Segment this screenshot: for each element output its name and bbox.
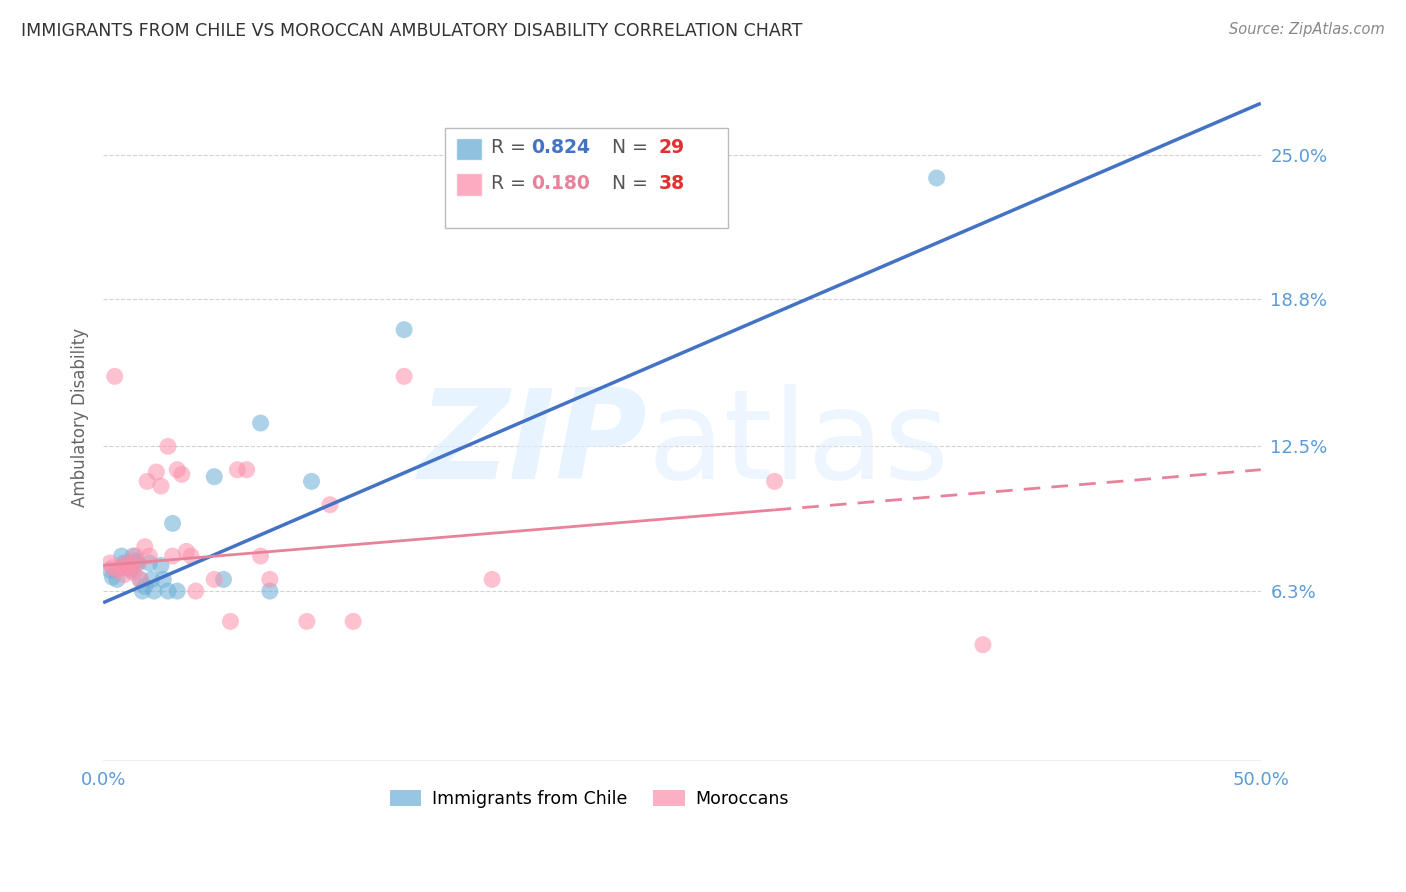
Point — [763, 475, 786, 489]
Point — [101, 560, 124, 574]
FancyBboxPatch shape — [456, 173, 482, 195]
Point — [105, 563, 128, 577]
Point — [101, 570, 124, 584]
Point — [115, 556, 138, 570]
Point — [112, 567, 135, 582]
Point — [202, 469, 225, 483]
Point — [124, 549, 146, 563]
Point — [105, 573, 128, 587]
Point — [104, 369, 127, 384]
Point — [392, 323, 415, 337]
Legend: Immigrants from Chile, Moroccans: Immigrants from Chile, Moroccans — [384, 783, 796, 814]
Point — [136, 475, 159, 489]
Point — [156, 584, 179, 599]
Point — [972, 638, 994, 652]
Point — [120, 563, 142, 577]
Point — [481, 573, 503, 587]
Point — [259, 573, 281, 587]
Point — [259, 584, 281, 599]
Text: R =: R = — [491, 174, 531, 193]
Text: R =: R = — [491, 138, 531, 157]
Point — [166, 463, 188, 477]
Point — [295, 615, 318, 629]
Point — [166, 584, 188, 599]
Text: Source: ZipAtlas.com: Source: ZipAtlas.com — [1229, 22, 1385, 37]
Point — [141, 573, 163, 587]
Point — [219, 615, 242, 629]
Point — [117, 558, 139, 573]
Point — [134, 540, 156, 554]
Text: atlas: atlas — [647, 384, 949, 505]
Point — [120, 560, 142, 574]
Point — [122, 566, 145, 580]
Point — [138, 556, 160, 570]
Point — [301, 475, 323, 489]
Point — [226, 463, 249, 477]
Point — [184, 584, 207, 599]
Point — [170, 467, 193, 482]
FancyBboxPatch shape — [456, 137, 482, 160]
Point — [122, 549, 145, 563]
Point — [202, 573, 225, 587]
Point — [249, 416, 271, 430]
Point — [162, 549, 184, 563]
Point — [925, 171, 948, 186]
Point — [111, 549, 134, 563]
Point — [145, 465, 167, 479]
Point — [152, 573, 174, 587]
Text: IMMIGRANTS FROM CHILE VS MOROCCAN AMBULATORY DISABILITY CORRELATION CHART: IMMIGRANTS FROM CHILE VS MOROCCAN AMBULA… — [21, 22, 803, 40]
Point — [112, 556, 135, 570]
Point — [150, 479, 173, 493]
Point — [392, 369, 415, 384]
Text: 38: 38 — [659, 174, 685, 193]
Point — [319, 498, 342, 512]
Point — [127, 556, 149, 570]
Point — [249, 549, 271, 563]
Text: 0.824: 0.824 — [531, 138, 591, 157]
Point — [150, 558, 173, 573]
Point — [129, 573, 152, 587]
Point — [176, 544, 198, 558]
Point — [127, 556, 149, 570]
Text: N =: N = — [613, 174, 654, 193]
Point — [131, 584, 153, 599]
Point — [115, 558, 138, 573]
Point — [111, 560, 134, 574]
Point — [138, 549, 160, 563]
Point — [235, 463, 257, 477]
Point — [98, 563, 121, 577]
FancyBboxPatch shape — [444, 128, 728, 227]
Point — [342, 615, 364, 629]
Point — [134, 579, 156, 593]
Point — [143, 584, 166, 599]
Text: 0.180: 0.180 — [531, 174, 591, 193]
Text: 29: 29 — [659, 138, 685, 157]
Point — [156, 439, 179, 453]
Point — [124, 554, 146, 568]
Point — [162, 516, 184, 531]
Text: N =: N = — [613, 138, 654, 157]
Y-axis label: Ambulatory Disability: Ambulatory Disability — [72, 327, 89, 507]
Point — [180, 549, 202, 563]
Point — [212, 573, 235, 587]
Text: ZIP: ZIP — [419, 384, 647, 505]
Point — [117, 560, 139, 574]
Point — [129, 573, 152, 587]
Point — [98, 556, 121, 570]
